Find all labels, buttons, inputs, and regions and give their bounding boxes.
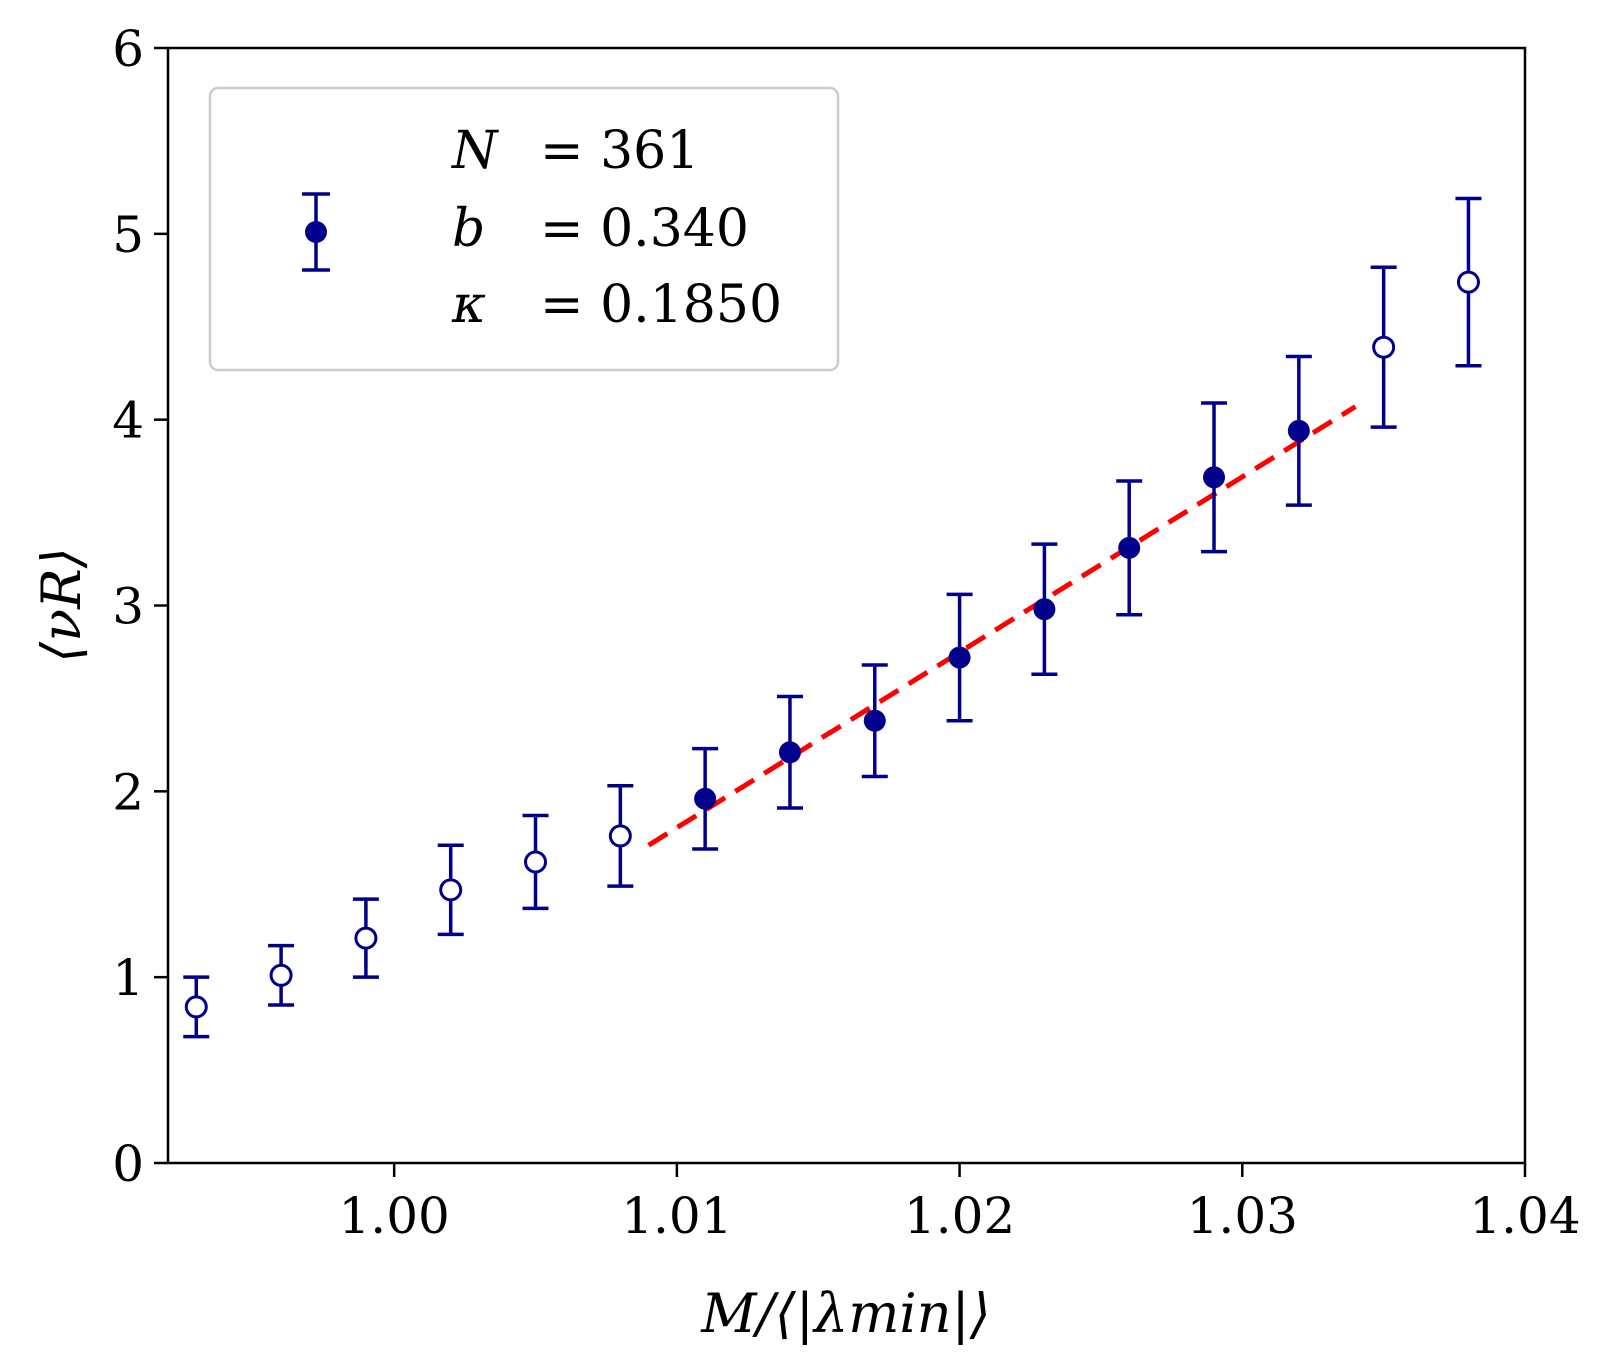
data-point-filled xyxy=(948,646,971,669)
data-point-filled xyxy=(863,709,886,732)
legend: N = 361 b = 0.340 κ = 0.1850 xyxy=(208,86,840,372)
y-tick-label: 3 xyxy=(112,578,144,636)
data-point-open xyxy=(1456,270,1480,294)
data-point-open xyxy=(184,995,208,1019)
x-tick-label: 1.01 xyxy=(621,1187,732,1245)
y-tick-label: 5 xyxy=(112,206,144,264)
data-points-layer xyxy=(183,196,1482,1039)
x-tick-label: 1.00 xyxy=(339,1187,450,1245)
data-point-open xyxy=(608,824,632,848)
plot-frame xyxy=(166,46,1527,1165)
data-point-filled xyxy=(1033,598,1056,621)
y-tick-label: 0 xyxy=(112,1135,144,1193)
x-tick-label: 1.04 xyxy=(1469,1187,1580,1245)
fit-line xyxy=(647,404,1357,848)
data-point-filled xyxy=(694,787,717,810)
legend-marker xyxy=(302,192,330,272)
data-point-open xyxy=(269,963,293,987)
y-axis-label: ⟨νR⟩ xyxy=(30,547,93,663)
data-point-open xyxy=(439,878,463,902)
legend-symbol-b: b xyxy=(452,199,485,259)
data-point-open xyxy=(354,926,378,950)
data-point-open xyxy=(1372,335,1396,359)
x-axis-ticks: 1.00 1.01 1.02 1.03 1.04 xyxy=(339,1163,1581,1245)
x-tick-label: 1.02 xyxy=(904,1187,1015,1245)
y-tick-label: 2 xyxy=(112,763,144,821)
legend-symbol-kappa: κ xyxy=(451,275,486,335)
legend-value-n: = 361 xyxy=(540,121,699,181)
legend-value-b: = 0.340 xyxy=(540,199,749,259)
data-point-filled xyxy=(1287,419,1310,442)
data-point-filled xyxy=(1118,536,1141,559)
legend-box xyxy=(208,86,840,372)
x-tick-label: 1.03 xyxy=(1187,1187,1298,1245)
y-tick-label: 4 xyxy=(112,392,144,450)
legend-value-kappa: = 0.1850 xyxy=(540,275,782,335)
y-axis-ticks: 0 1 2 3 4 5 6 xyxy=(112,20,168,1193)
legend-symbol-n: N xyxy=(450,121,499,181)
fit-layer xyxy=(647,404,1357,848)
data-point-open xyxy=(524,850,548,874)
y-tick-label: 1 xyxy=(112,949,144,1007)
y-tick-label: 6 xyxy=(112,20,144,78)
x-axis-label: M/⟨|λmin|⟩ xyxy=(700,1282,991,1345)
data-point-filled xyxy=(1203,466,1226,489)
data-point-filled xyxy=(778,741,801,764)
